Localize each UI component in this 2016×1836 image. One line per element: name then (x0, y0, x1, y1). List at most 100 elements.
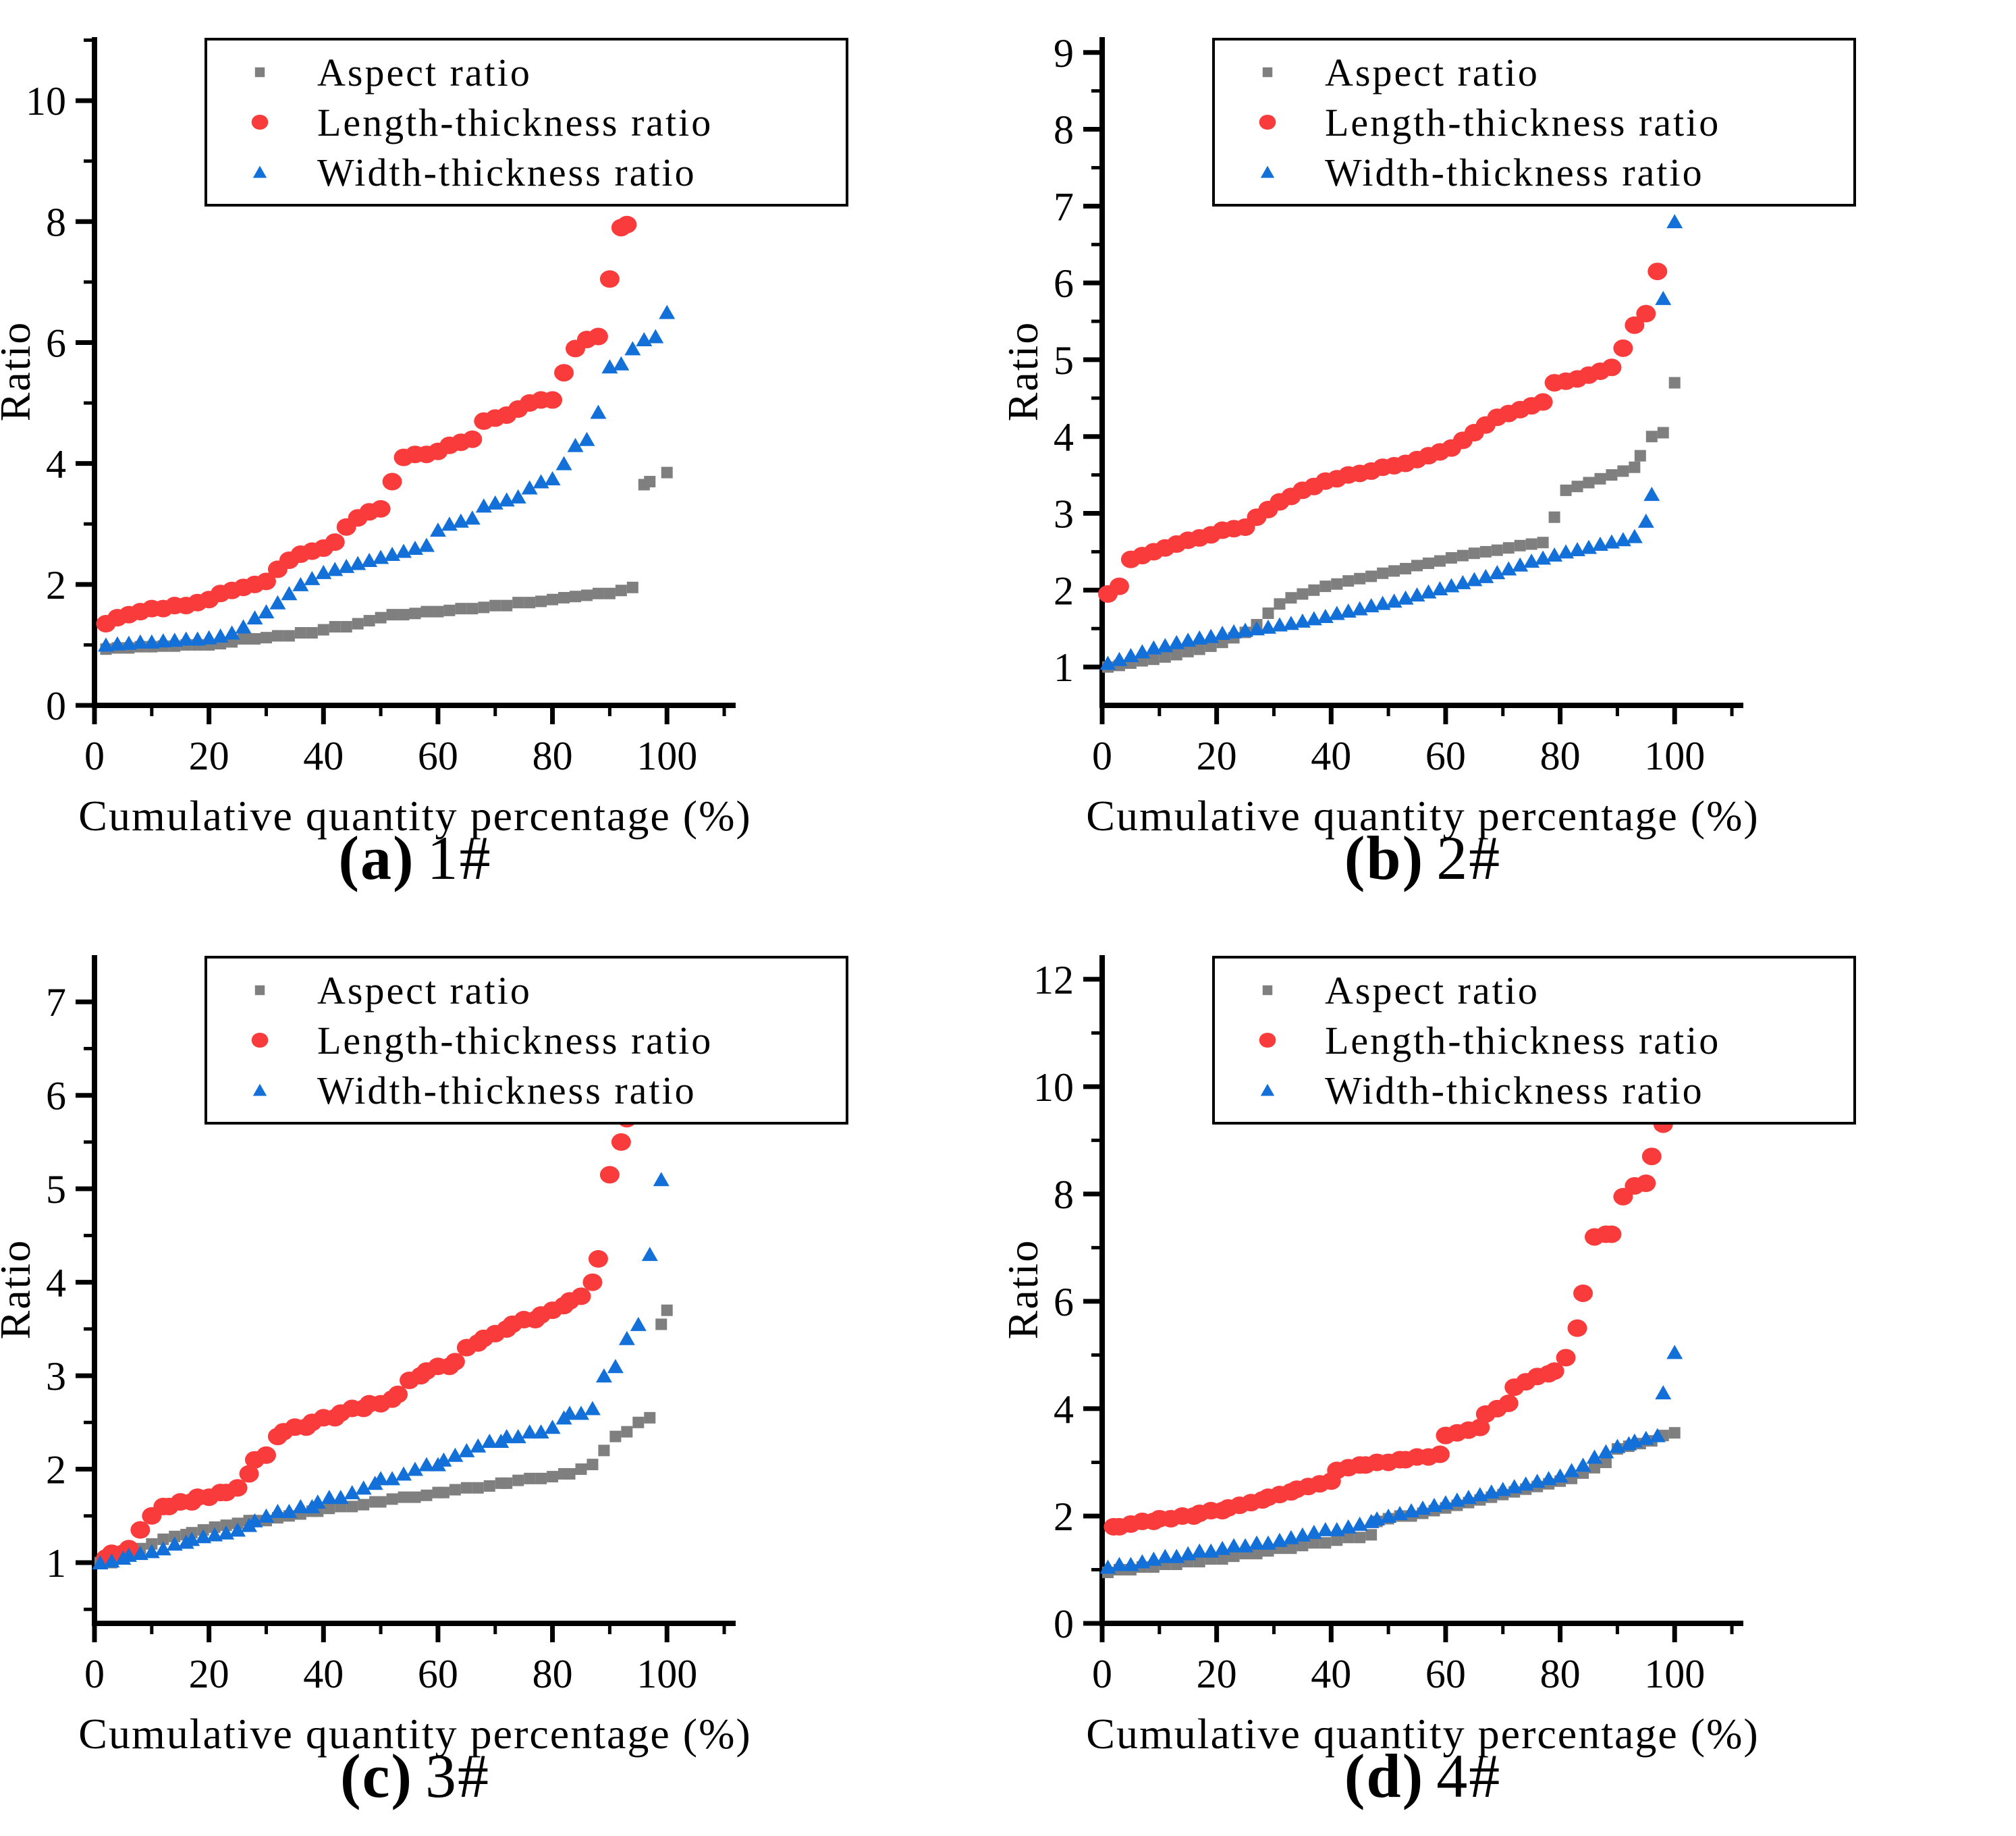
svg-text:20: 20 (1197, 734, 1237, 778)
svg-text:6: 6 (1054, 261, 1074, 306)
svg-text:100: 100 (1644, 1652, 1705, 1696)
svg-text:80: 80 (1540, 1652, 1581, 1696)
y-axis-label: Ratio (1008, 1239, 1047, 1340)
legend-box (205, 38, 848, 207)
legend-item-label: Width-thickness ratio (317, 151, 697, 194)
svg-text:60: 60 (1425, 734, 1466, 778)
legend: Aspect ratio Length-thickness ratio Width-… (1212, 956, 1856, 1125)
svg-text:2: 2 (1054, 1494, 1074, 1539)
legend-item-circle-icon (1259, 114, 1276, 130)
x-axis-label: Cumulative quantity percentage (%) (1086, 1710, 1759, 1758)
svg-text:40: 40 (1311, 1652, 1351, 1696)
legend-item-square-icon (1262, 67, 1273, 78)
svg-text:0: 0 (84, 734, 105, 778)
ticks (76, 38, 726, 724)
svg-text:100: 100 (636, 1652, 697, 1696)
svg-text:12: 12 (1033, 958, 1074, 1002)
legend-item-label: Aspect ratio (1325, 51, 1540, 94)
svg-text:20: 20 (1197, 1652, 1237, 1696)
svg-text:40: 40 (1311, 734, 1351, 778)
svg-text:2: 2 (46, 563, 66, 608)
legend-item-circle-icon (251, 114, 269, 130)
panel-a: 0 20 40 60 80 100 0 2 4 6 8 10 Cumulative quantity p… (0, 0, 1008, 918)
tick-labels: 0 20 40 60 80 100 1 2 3 4 5 6 7 8 9 (1054, 31, 1705, 778)
caption-letter: (a) (338, 824, 415, 892)
legend: Aspect ratio Length-thickness ratio Width-… (205, 956, 848, 1125)
svg-text:4: 4 (46, 1261, 66, 1305)
svg-text:4: 4 (1054, 1387, 1074, 1432)
series-length-thickness-ratio (1104, 1054, 1685, 1536)
axis-titles: Cumulative quantity percentage (%) Ratio (1008, 1239, 1759, 1758)
legend-box (1212, 956, 1856, 1125)
svg-text:5: 5 (46, 1167, 66, 1212)
svg-text:4: 4 (1054, 415, 1074, 460)
legend: Aspect ratio Length-thickness ratio Width-… (1212, 38, 1856, 207)
legend-box (205, 956, 848, 1125)
series-width-thickness-ratio (97, 304, 676, 652)
svg-text:0: 0 (1092, 1652, 1112, 1696)
svg-text:8: 8 (1054, 1172, 1074, 1217)
svg-text:3: 3 (46, 1354, 66, 1399)
panel-b-caption: (b) 2# (1008, 822, 1838, 894)
panel-b: 0 20 40 60 80 100 1 2 3 4 5 6 7 8 9 Cumulative quantity… (1008, 0, 2016, 918)
svg-text:3: 3 (1054, 492, 1074, 537)
svg-text:7: 7 (1054, 184, 1074, 229)
x-axis-label: Cumulative quantity percentage (%) (1086, 792, 1759, 840)
legend-item-triangle-icon (252, 165, 267, 178)
tick-labels: 0 20 40 60 80 100 0 2 4 6 8 10 (26, 79, 697, 778)
svg-text:20: 20 (189, 734, 229, 778)
svg-text:10: 10 (26, 79, 66, 124)
legend-item-circle-icon (251, 1032, 269, 1048)
panel-a-caption: (a) 1# (0, 822, 830, 894)
axis-titles: Cumulative quantity percentage (%) Ratio (0, 321, 751, 840)
series-width-thickness-ratio (92, 1172, 670, 1569)
legend-item-square-icon (254, 985, 265, 996)
caption-sample: 2# (1436, 824, 1502, 892)
caption-sample: 4# (1436, 1742, 1502, 1810)
series-aspect-ratio (94, 1304, 673, 1569)
svg-text:40: 40 (303, 1652, 344, 1696)
svg-text:40: 40 (303, 734, 344, 778)
svg-text:20: 20 (189, 1652, 229, 1696)
ticks (76, 999, 726, 1642)
svg-text:1: 1 (1054, 645, 1074, 690)
series-aspect-ratio (1101, 377, 1681, 673)
panel-d-caption: (d) 4# (1008, 1740, 1838, 1812)
caption-letter: (d) (1344, 1742, 1425, 1810)
legend-item-label: Length-thickness ratio (317, 1019, 713, 1062)
caption-letter: (b) (1344, 824, 1425, 892)
legend: Aspect ratio Length-thickness ratio Width-… (205, 38, 848, 207)
series-length-thickness-ratio (1097, 105, 1685, 603)
series-width-thickness-ratio (1099, 214, 1683, 670)
svg-text:80: 80 (533, 734, 573, 778)
legend-item-square-icon (254, 67, 265, 78)
svg-text:60: 60 (418, 1652, 458, 1696)
panel-c: 0 20 40 60 80 100 1 2 3 4 5 6 7 Cumulative quantity p… (0, 918, 1008, 1836)
series-length-thickness-ratio (96, 98, 677, 633)
panel-a-plot: 0 20 40 60 80 100 0 2 4 6 8 10 Cumulative quantity p… (0, 37, 848, 840)
tick-labels: 0 20 40 60 80 100 0 2 4 6 8 10 12 (1033, 958, 1705, 1696)
svg-text:6: 6 (46, 1074, 66, 1118)
svg-text:80: 80 (533, 1652, 573, 1696)
legend-item-triangle-icon (1260, 165, 1275, 178)
svg-text:0: 0 (1092, 734, 1112, 778)
legend-item-triangle-icon (1260, 1083, 1275, 1096)
x-axis-label: Cumulative quantity percentage (%) (78, 1710, 751, 1758)
series-width-thickness-ratio (1099, 1345, 1683, 1574)
legend-item-label: Width-thickness ratio (1325, 1069, 1704, 1112)
axis-titles: Cumulative quantity percentage (%) Ratio (1008, 321, 1759, 840)
svg-text:10: 10 (1033, 1065, 1074, 1110)
svg-text:8: 8 (46, 200, 66, 244)
tick-labels: 0 20 40 60 80 100 1 2 3 4 5 6 7 (46, 980, 697, 1696)
y-axis-label: Ratio (1008, 321, 1047, 422)
legend-item-label: Aspect ratio (317, 969, 532, 1013)
svg-text:4: 4 (46, 442, 66, 487)
ticks (1083, 977, 1734, 1642)
svg-text:7: 7 (46, 980, 66, 1025)
y-axis-label: Ratio (0, 1239, 39, 1340)
svg-text:1: 1 (46, 1541, 66, 1586)
svg-text:100: 100 (1644, 734, 1705, 778)
svg-text:0: 0 (46, 684, 66, 728)
svg-text:0: 0 (1054, 1602, 1074, 1646)
